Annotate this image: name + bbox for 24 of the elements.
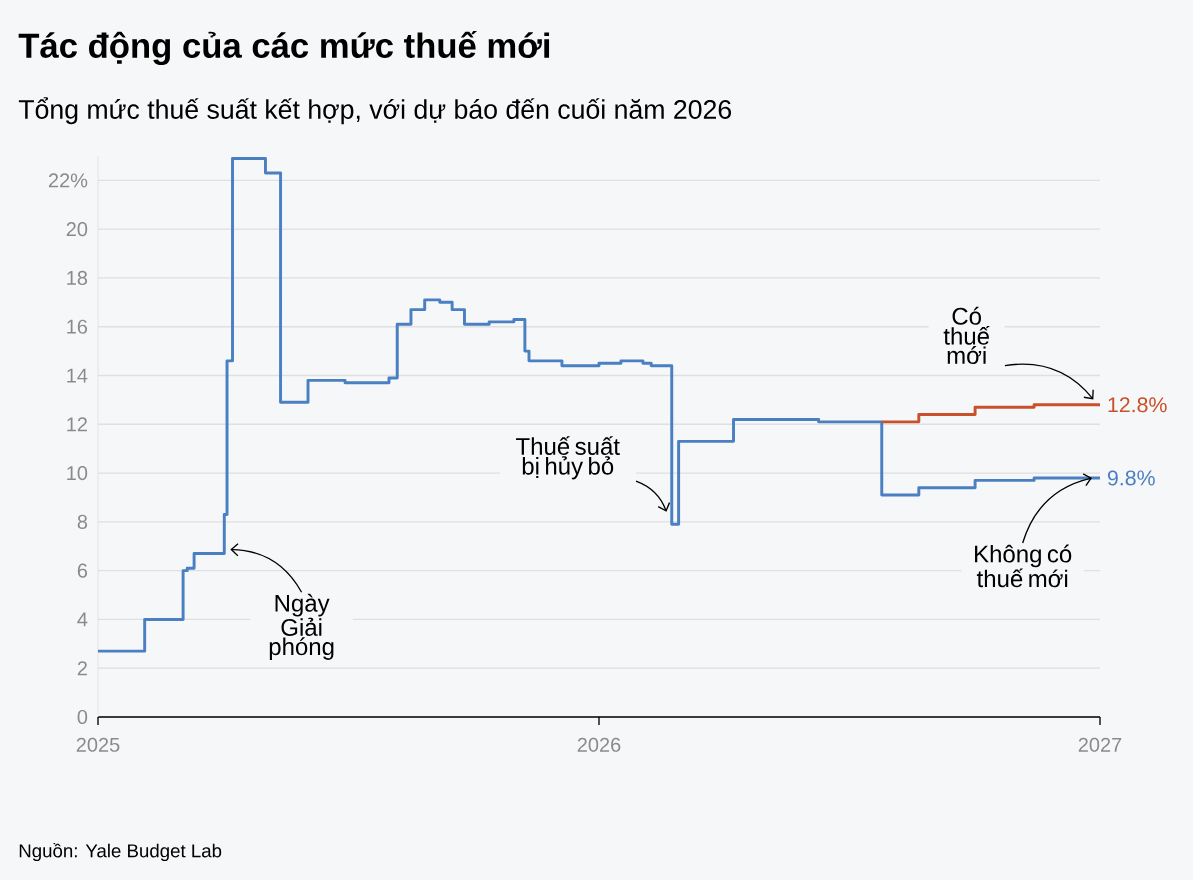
y-tick-label: 22% xyxy=(48,173,88,188)
chart-title: Tác động của các mức thuế mới xyxy=(18,30,550,65)
y-tick-label: 12 xyxy=(67,417,87,432)
annotation: Ngày Giải phóng xyxy=(269,593,334,660)
y-tick-label: 8 xyxy=(77,514,88,529)
y-tick-label: 6 xyxy=(77,563,88,578)
text: Nguồn: Yale Budget Lab xyxy=(19,842,222,862)
y-tick-label: 4 xyxy=(77,612,88,627)
y-tick-label: 16 xyxy=(67,319,88,334)
y-tick-label: 10 xyxy=(67,465,88,481)
x-tick-label: 2027 xyxy=(1078,737,1122,752)
x-tick-label: 2026 xyxy=(577,737,621,752)
y-tick-label: 0 xyxy=(77,709,88,725)
y-tick-label: 2 xyxy=(77,661,87,676)
y-tick-label: 18 xyxy=(67,270,88,286)
text: Không có thuế mới xyxy=(975,544,1072,588)
data-label: 9.8% xyxy=(1107,470,1155,486)
y-tick-label: 14 xyxy=(67,368,88,383)
y-tick-label: 20 xyxy=(66,222,88,237)
chart-subtitle: Tổng mức thuế suất kết hợp, với dự báo đến cuối năm 2026 xyxy=(18,97,732,125)
series-label: Có thuế mới xyxy=(943,306,990,365)
annotation: Thuế suất bị hủy bỏ xyxy=(516,436,620,480)
x-tick-label: 2025 xyxy=(76,737,120,752)
data-label: 12.8% xyxy=(1108,397,1167,413)
